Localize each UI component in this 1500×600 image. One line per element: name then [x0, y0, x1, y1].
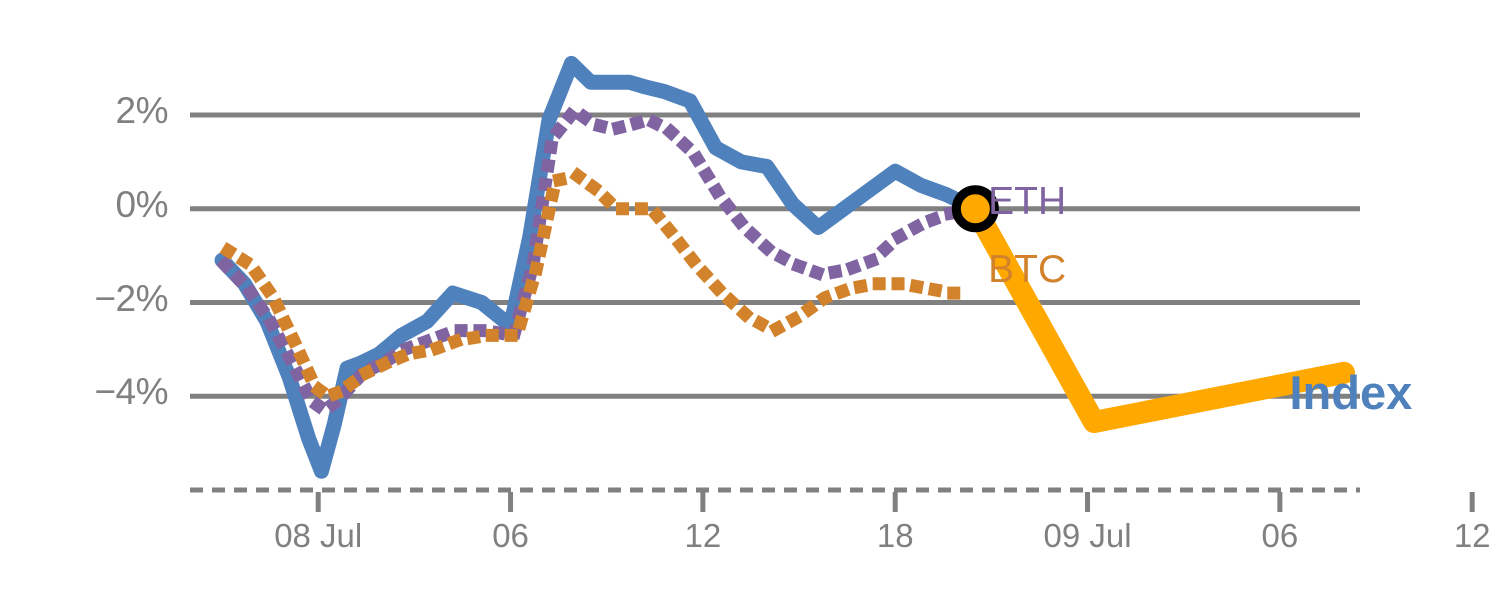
x-tick-label: 12	[684, 517, 722, 554]
x-tick-label: 18	[876, 517, 914, 554]
series-line-eth	[216, 103, 983, 417]
x-tick-label: 06	[1261, 517, 1299, 554]
y-tick-label: −4%	[94, 371, 168, 413]
x-tick-label: 12	[1453, 517, 1491, 554]
series-line-index	[214, 55, 983, 479]
series-line-projection	[964, 197, 1355, 434]
current-value-marker[interactable]	[951, 185, 999, 233]
x-tick-label: 08 Jul	[274, 517, 363, 554]
x-tick-label: 06	[492, 517, 529, 554]
eth-series-label: ETH	[988, 180, 1067, 224]
y-tick-label: 0%	[115, 183, 169, 225]
series-line-btc	[219, 169, 976, 403]
x-tick-label: 09 Jul	[1043, 517, 1132, 554]
y-tick-label: 2%	[115, 90, 169, 131]
index-series-label: Index	[1289, 366, 1413, 420]
btc-series-label: BTC	[988, 248, 1067, 292]
y-tick-label: −2%	[94, 277, 168, 319]
